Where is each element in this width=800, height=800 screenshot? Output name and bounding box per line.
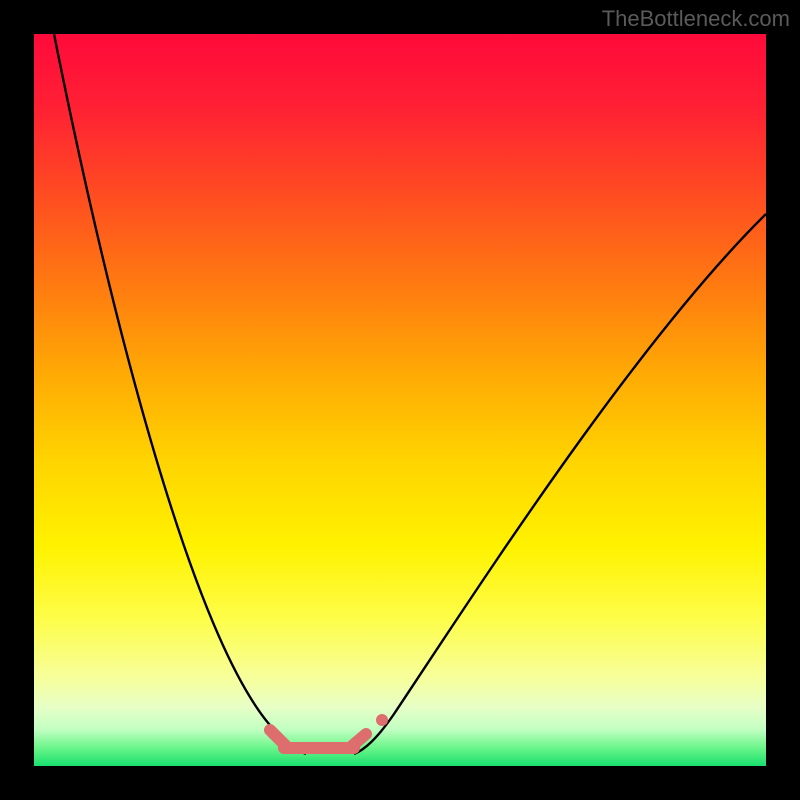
highlight-dot: [376, 714, 388, 726]
bottleneck-chart: [34, 34, 766, 766]
chart-container: TheBottleneck.com: [0, 0, 800, 800]
plot-area: [34, 34, 766, 766]
watermark-text: TheBottleneck.com: [602, 6, 790, 32]
gradient-background: [34, 34, 766, 766]
